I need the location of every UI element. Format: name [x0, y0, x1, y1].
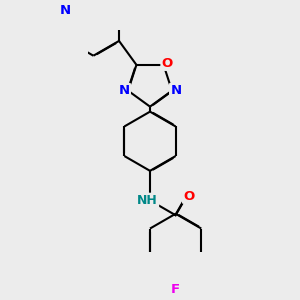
Text: O: O	[183, 190, 195, 202]
Text: N: N	[170, 84, 182, 97]
Text: F: F	[171, 283, 180, 296]
Text: N: N	[59, 4, 70, 16]
Text: NH: NH	[137, 194, 158, 207]
Text: O: O	[162, 57, 173, 70]
Text: N: N	[118, 84, 130, 97]
